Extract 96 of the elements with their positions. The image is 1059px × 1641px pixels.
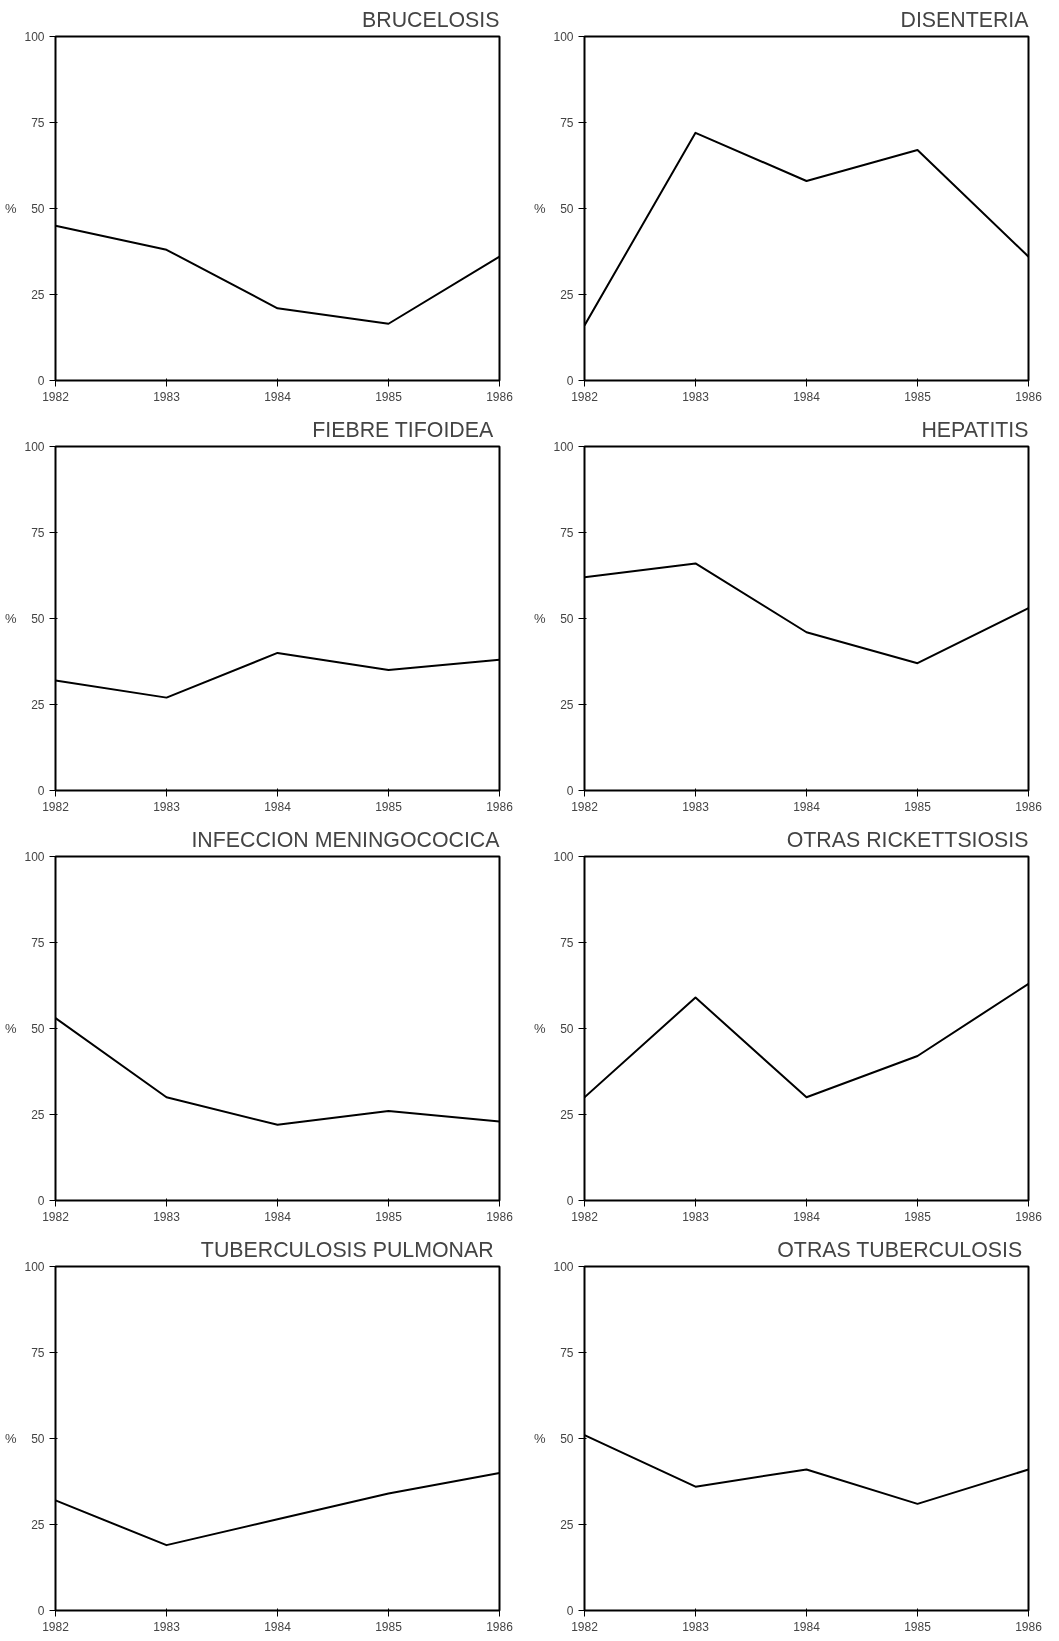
y-tick-label: 75	[560, 526, 574, 540]
x-tick-label: 1982	[42, 389, 70, 404]
y-tick-label: 0	[566, 1604, 574, 1618]
x-tick-label: 1985	[375, 1619, 403, 1634]
y-tick-label: 0	[566, 1194, 574, 1208]
y-tick-label: 75	[560, 1346, 574, 1360]
x-tick-label: 1986	[486, 389, 514, 404]
y-tick-label: 100	[553, 850, 574, 864]
y-axis-title: %	[4, 611, 17, 626]
x-tick-label: 1982	[571, 1619, 599, 1634]
y-tick-label: 75	[31, 936, 45, 950]
chart-title: DISENTERIA	[900, 7, 1030, 32]
y-tick-label: 75	[31, 116, 45, 130]
x-tick-label: 1985	[375, 799, 403, 814]
y-tick-label: 50	[560, 1432, 574, 1446]
y-tick-label: 75	[560, 936, 574, 950]
x-tick-label: 1986	[1015, 1209, 1043, 1224]
chart-title: FIEBRE TIFOIDEA	[312, 417, 494, 442]
x-tick-label: 1984	[264, 799, 292, 814]
x-tick-label: 1982	[42, 799, 70, 814]
y-tick-label: 100	[24, 1260, 45, 1274]
y-tick-label: 100	[553, 30, 574, 44]
y-axis-title: %	[4, 1431, 17, 1446]
x-tick-label: 1984	[264, 1619, 292, 1634]
x-tick-label: 1985	[375, 1209, 403, 1224]
y-tick-label: 75	[31, 1346, 45, 1360]
y-tick-label: 0	[566, 374, 574, 388]
x-tick-label: 1984	[264, 389, 292, 404]
x-tick-label: 1986	[486, 1209, 514, 1224]
x-tick-label: 1984	[793, 389, 821, 404]
y-axis-title: %	[4, 201, 17, 216]
x-tick-label: 1984	[793, 1619, 821, 1634]
x-tick-label: 1985	[904, 389, 932, 404]
x-tick-label: 1984	[264, 1209, 292, 1224]
x-tick-label: 1983	[682, 1209, 710, 1224]
chart-title: OTRAS TUBERCULOSIS	[777, 1237, 1023, 1262]
x-tick-label: 1984	[793, 799, 821, 814]
y-tick-label: 0	[37, 374, 45, 388]
y-tick-label: 100	[24, 850, 45, 864]
x-tick-label: 1986	[1015, 389, 1043, 404]
x-tick-label: 1982	[571, 799, 599, 814]
chart-title: BRUCELOSIS	[362, 7, 500, 32]
x-tick-label: 1983	[153, 1619, 181, 1634]
y-tick-label: 100	[553, 1260, 574, 1274]
x-tick-label: 1982	[571, 389, 599, 404]
x-tick-label: 1986	[486, 1619, 514, 1634]
y-tick-label: 0	[37, 784, 45, 798]
y-tick-label: 50	[31, 1432, 45, 1446]
x-tick-label: 1982	[571, 1209, 599, 1224]
y-axis-title: %	[533, 611, 546, 626]
x-tick-label: 1983	[682, 389, 710, 404]
y-axis-title: %	[533, 1431, 546, 1446]
y-tick-label: 50	[560, 202, 574, 216]
x-tick-label: 1986	[1015, 799, 1043, 814]
y-tick-label: 50	[31, 612, 45, 626]
y-tick-label: 100	[24, 440, 45, 454]
x-tick-label: 1985	[375, 389, 403, 404]
y-tick-label: 0	[37, 1604, 45, 1618]
y-tick-label: 25	[31, 698, 45, 712]
y-tick-label: 75	[560, 116, 574, 130]
y-tick-label: 100	[553, 440, 574, 454]
y-tick-label: 50	[31, 202, 45, 216]
y-axis-title: %	[533, 1021, 546, 1036]
chart-title: INFECCION MENINGOCOCICA	[191, 827, 501, 852]
y-tick-label: 50	[31, 1022, 45, 1036]
y-axis-title: %	[533, 201, 546, 216]
y-tick-label: 100	[24, 30, 45, 44]
x-tick-label: 1983	[153, 1209, 181, 1224]
y-tick-label: 0	[566, 784, 574, 798]
x-tick-label: 1982	[42, 1619, 70, 1634]
x-tick-label: 1985	[904, 799, 932, 814]
y-tick-label: 25	[560, 288, 574, 302]
y-tick-label: 25	[31, 1518, 45, 1532]
x-tick-label: 1985	[904, 1619, 932, 1634]
chart-title: TUBERCULOSIS PULMONAR	[200, 1237, 494, 1262]
chart-title: OTRAS RICKETTSIOSIS	[786, 827, 1029, 852]
x-tick-label: 1986	[486, 799, 514, 814]
y-tick-label: 75	[31, 526, 45, 540]
y-tick-label: 25	[560, 1518, 574, 1532]
x-tick-label: 1983	[153, 389, 181, 404]
y-tick-label: 50	[560, 1022, 574, 1036]
y-axis-title: %	[4, 1021, 17, 1036]
y-tick-label: 25	[31, 1108, 45, 1122]
y-tick-label: 0	[37, 1194, 45, 1208]
x-tick-label: 1982	[42, 1209, 70, 1224]
x-tick-label: 1983	[153, 799, 181, 814]
x-tick-label: 1986	[1015, 1619, 1043, 1634]
y-tick-label: 25	[31, 288, 45, 302]
y-tick-label: 25	[560, 1108, 574, 1122]
x-tick-label: 1985	[904, 1209, 932, 1224]
x-tick-label: 1984	[793, 1209, 821, 1224]
y-tick-label: 25	[560, 698, 574, 712]
x-tick-label: 1983	[682, 799, 710, 814]
y-tick-label: 50	[560, 612, 574, 626]
chart-title: HEPATITIS	[921, 417, 1029, 442]
x-tick-label: 1983	[682, 1619, 710, 1634]
